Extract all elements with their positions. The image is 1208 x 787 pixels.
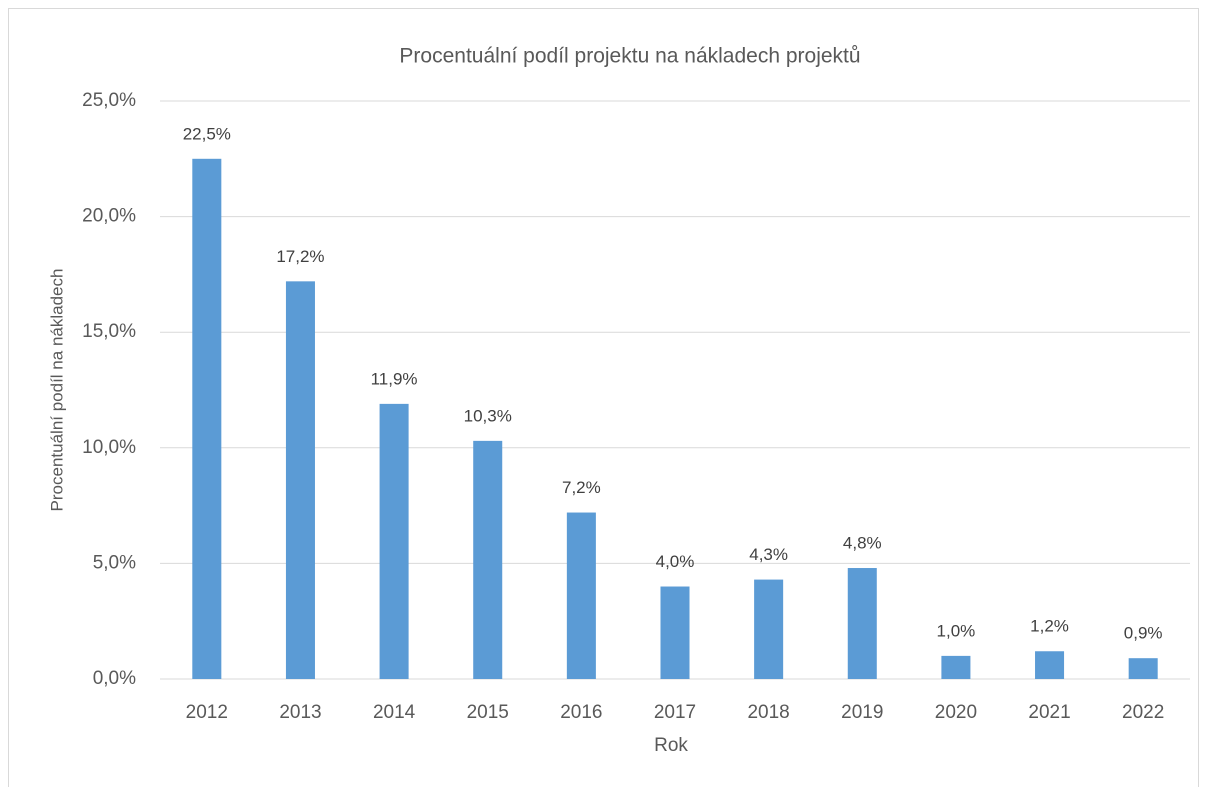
x-tick-label: 2015 [467, 702, 509, 723]
bar [1128, 658, 1158, 679]
x-tick-label: 2014 [373, 702, 416, 723]
value-label: 17,2% [276, 247, 324, 266]
value-label: 4,0% [656, 552, 695, 571]
value-label: 1,0% [937, 621, 976, 640]
y-tick-label: 0,0% [93, 668, 136, 689]
x-tick-label: 2016 [560, 702, 602, 723]
bar [473, 440, 503, 679]
x-tick-label: 2017 [654, 702, 696, 723]
value-label: 4,8% [843, 534, 882, 553]
x-tick-label: 2012 [186, 702, 228, 723]
bar [192, 158, 222, 680]
x-tick-label: 2018 [747, 702, 789, 723]
value-label: 7,2% [562, 478, 601, 497]
value-label: 22,5% [183, 124, 231, 143]
x-axis-label: Rok [654, 735, 688, 756]
x-tick-label: 2022 [1122, 702, 1164, 723]
value-label: 10,3% [464, 406, 512, 425]
value-label: 11,9% [371, 369, 418, 388]
bar [1035, 651, 1065, 679]
bar [754, 579, 784, 679]
y-tick-label: 15,0% [82, 321, 136, 342]
y-tick-label: 5,0% [93, 552, 136, 573]
x-tick-label: 2021 [1028, 702, 1070, 723]
y-tick-label: 10,0% [82, 437, 136, 458]
y-axis-label: Procentuální podíl na nákladech [47, 269, 66, 512]
x-tick-label: 2013 [279, 702, 321, 723]
value-label: 0,9% [1124, 624, 1163, 643]
y-tick-label: 25,0% [82, 90, 136, 111]
bar [660, 586, 690, 679]
x-tick-label: 2020 [935, 702, 977, 723]
x-tick-label: 2019 [841, 702, 883, 723]
value-label: 4,3% [749, 545, 788, 564]
bar [379, 403, 409, 679]
y-tick-label: 20,0% [82, 206, 136, 227]
chart-title: Procentuální podíl projektu na nákladech… [399, 45, 860, 68]
value-label: 1,2% [1030, 617, 1069, 636]
bar [285, 281, 315, 679]
bar [566, 512, 596, 679]
bar [941, 655, 971, 679]
bar [847, 568, 877, 679]
